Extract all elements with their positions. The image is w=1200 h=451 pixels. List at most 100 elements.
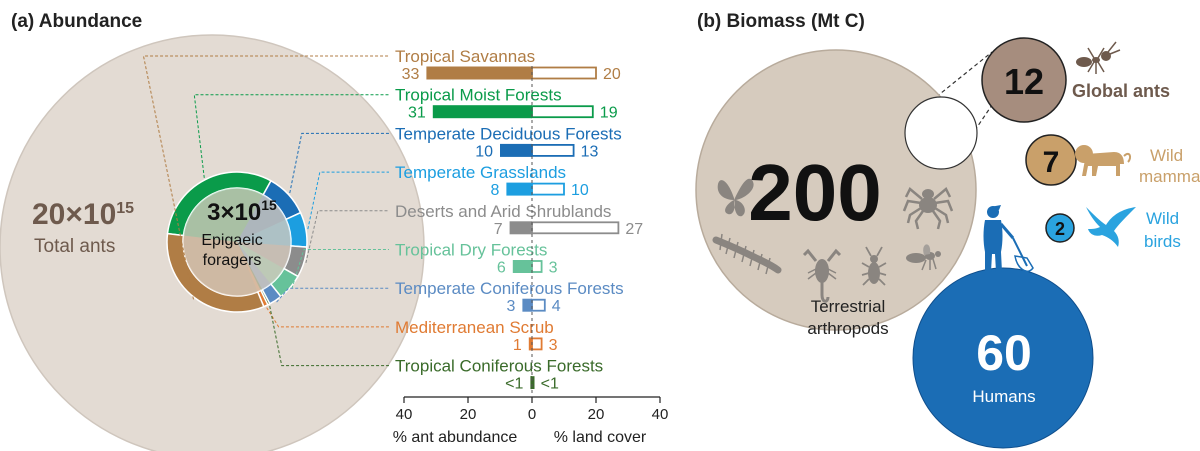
leader-line xyxy=(305,210,389,263)
donut-slice xyxy=(166,232,265,313)
ants-zoom-circle xyxy=(904,96,978,170)
x-tick-label: 20 xyxy=(588,406,605,423)
donut-wedge xyxy=(237,242,291,269)
x-tick-label: 40 xyxy=(652,406,669,423)
bar-value-right: <1 xyxy=(541,376,559,393)
bar-ant-abundance xyxy=(426,66,532,80)
donut-wedge xyxy=(237,242,263,291)
humans-circle xyxy=(912,267,1094,449)
donut-wedge xyxy=(237,194,287,242)
leader-line xyxy=(142,55,389,300)
bar-value-left: <1 xyxy=(505,376,523,393)
donut-center xyxy=(183,188,291,296)
centipede-icon xyxy=(712,233,782,275)
bar-ant-abundance xyxy=(512,260,532,273)
leader-line xyxy=(289,132,389,194)
humans-label: Humans xyxy=(972,387,1035,406)
bar-value-right: 10 xyxy=(571,182,589,199)
human-icon xyxy=(983,205,1034,272)
birds-circle xyxy=(1045,213,1075,243)
arthropods-label-line1: Terrestrial xyxy=(811,297,886,316)
donut-wedge xyxy=(182,235,258,296)
ants-label: Global ants xyxy=(1072,81,1170,101)
bar-land-cover xyxy=(531,376,535,390)
bar-value-left: 10 xyxy=(475,143,493,160)
leader-line xyxy=(291,249,389,289)
bar-value-left: 3 xyxy=(506,298,515,315)
donut-wedge xyxy=(237,219,291,246)
bar-category-label: Temperate Grasslands xyxy=(395,163,566,182)
bar-value-left: 31 xyxy=(408,105,426,122)
bar-value-right: 3 xyxy=(549,260,558,277)
bar-land-cover xyxy=(531,260,543,273)
mammals-value: 7 xyxy=(1043,146,1060,179)
birds-label-line2: birds xyxy=(1144,232,1181,251)
mammals-label-line2: mammals xyxy=(1139,167,1200,186)
x-axis: 40 20 0 20 40 xyxy=(396,396,669,423)
bar-land-cover xyxy=(531,337,543,351)
bar-land-cover xyxy=(531,66,597,80)
bar-ant-abundance xyxy=(432,105,532,119)
humans-value: 60 xyxy=(976,325,1032,381)
bar-category-label: Mediterranean Scrub xyxy=(395,318,554,337)
panel-b-title: (b) Biomass (Mt C) xyxy=(697,11,865,32)
arthropods-value: 200 xyxy=(748,148,881,237)
arthropods-label-line2: arthropods xyxy=(807,319,888,338)
bar-category-label: Temperate Coniferous Forests xyxy=(395,279,624,298)
ants-circle xyxy=(981,37,1067,123)
wasp-icon xyxy=(906,244,941,271)
x-tick-label: 20 xyxy=(460,406,477,423)
bar-category-label: Deserts and Arid Shrublands xyxy=(395,202,611,221)
bar-ant-abundance xyxy=(528,337,532,351)
epigaeic-value: 3×1015 xyxy=(207,197,277,226)
bar-value-left: 33 xyxy=(402,66,420,83)
butterfly-icon xyxy=(717,178,754,217)
bar-value-right: 4 xyxy=(552,298,561,315)
bar-value-right: 27 xyxy=(625,221,643,238)
leader-line xyxy=(266,307,389,328)
bar-ant-abundance xyxy=(500,143,532,157)
tarantula-icon xyxy=(902,187,954,230)
mammals-circle xyxy=(1025,134,1077,186)
ant-icon xyxy=(1076,41,1121,74)
donut-wedge xyxy=(183,188,264,242)
bird-icon xyxy=(1086,207,1136,247)
bar-value-left: 8 xyxy=(490,182,499,199)
bar-land-cover xyxy=(531,143,575,157)
lion-icon xyxy=(1075,145,1132,176)
donut-wedge xyxy=(237,242,261,292)
epigaeic-label-line1: Epigaeic xyxy=(201,232,262,249)
beetle-icon xyxy=(861,246,887,286)
leader-line xyxy=(193,94,389,178)
scorpion-icon xyxy=(802,248,842,303)
bar-ant-abundance xyxy=(506,182,532,196)
donut-wedge xyxy=(237,242,271,290)
bar-category-label: Temperate Deciduous Forests xyxy=(395,124,622,143)
donut-wedge xyxy=(237,242,285,285)
bar-category-label: Tropical Moist Forests xyxy=(395,86,562,105)
bar-value-left: 7 xyxy=(494,221,503,238)
mammals-label-line1: Wild xyxy=(1150,146,1183,165)
bar-category-label: Tropical Coniferous Forests xyxy=(395,357,603,376)
birds-label-line1: Wild xyxy=(1146,209,1179,228)
leader-line xyxy=(276,287,389,303)
bar-value-right: 13 xyxy=(581,143,599,160)
panel-a-title: (a) Abundance xyxy=(11,11,142,32)
bar-value-left: 6 xyxy=(497,260,506,277)
x-axis-label-left: % ant abundance xyxy=(393,429,518,446)
birds-value: 2 xyxy=(1055,219,1065,239)
bar-land-cover xyxy=(531,221,620,235)
epigaeic-donut xyxy=(166,171,308,313)
leader-lines xyxy=(142,55,389,367)
bar-category-label: Tropical Dry Forests xyxy=(395,241,547,260)
total-ants-value: 20×1015 xyxy=(32,198,134,231)
ants-value: 12 xyxy=(1004,61,1044,102)
bar-category-label: Tropical Savannas xyxy=(395,47,535,66)
leader-line xyxy=(269,306,389,367)
bar-land-cover xyxy=(531,298,546,312)
total-ants-label: Total ants xyxy=(34,236,115,257)
bar-value-right: 19 xyxy=(600,105,618,122)
bar-value-right: 20 xyxy=(603,66,621,83)
